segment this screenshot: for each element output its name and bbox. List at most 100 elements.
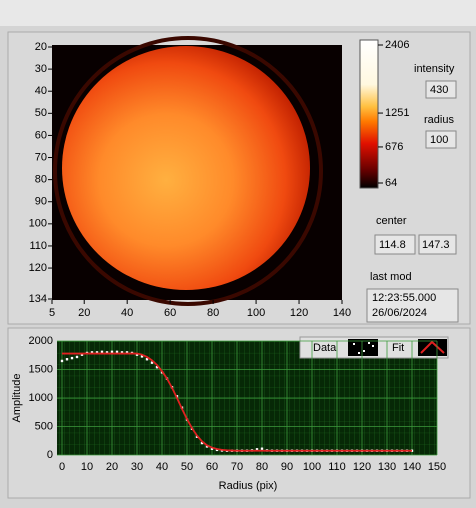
data-point (70, 356, 74, 360)
data-point (155, 366, 159, 369)
data-point (120, 351, 124, 354)
y-tick-label: 0 (47, 449, 53, 461)
colorbar-tick-label: 2406 (385, 39, 409, 51)
y-tick-label: 50 (35, 107, 47, 119)
intensity-value: 430 (430, 84, 448, 96)
x-tick-label: 100 (303, 461, 321, 473)
data-point (140, 355, 144, 358)
x-tick-label: 30 (131, 461, 143, 473)
intensity-label: intensity (414, 63, 455, 75)
data-point (95, 351, 99, 354)
y-axis-label: Amplitude (11, 374, 23, 423)
legend-icon[interactable] (418, 339, 447, 356)
data-point (115, 350, 119, 354)
data-point (80, 353, 84, 356)
last-mod-label: last mod (370, 271, 412, 283)
last-mod-box (366, 288, 459, 323)
data-point (255, 448, 259, 451)
x-tick-label: 5 (49, 307, 55, 319)
x-tick-label: 150 (428, 461, 446, 473)
data-point (75, 355, 79, 359)
y-tick-label: 40 (35, 85, 47, 97)
x-tick-label: 130 (378, 461, 396, 473)
x-tick-label: 120 (290, 307, 308, 319)
legend-label: Data (313, 342, 337, 354)
legend-label: Fit (392, 342, 404, 354)
legend-dot (368, 342, 370, 344)
x-tick-label: 110 (328, 461, 346, 473)
y-tick-label: 90 (35, 196, 47, 208)
x-tick-label: 80 (207, 307, 219, 319)
legend-icon[interactable] (348, 339, 378, 356)
y-tick-label: 110 (29, 240, 47, 252)
x-tick-label: 100 (247, 307, 265, 319)
last-mod-date: 26/06/2024 (372, 307, 427, 319)
data-point (90, 351, 94, 354)
image-ring (53, 36, 323, 306)
y-tick-label: 2000 (29, 335, 53, 347)
data-point (60, 359, 64, 363)
x-tick-label: 10 (81, 461, 93, 473)
data-point (105, 351, 109, 354)
x-axis-label: Radius (pix) (219, 480, 278, 492)
fit-line (62, 352, 412, 452)
y-tick-label: 1500 (29, 363, 53, 375)
x-tick-label: 50 (181, 461, 193, 473)
image-disk (62, 46, 310, 290)
data-point (260, 447, 264, 450)
legend-dot (353, 343, 355, 345)
x-tick-label: 140 (403, 461, 421, 473)
y-tick-label: 120 (29, 262, 47, 274)
y-tick-label: 100 (29, 218, 47, 230)
center-x: 114.8 (379, 239, 406, 251)
y-tick-label: 60 (35, 129, 47, 141)
center-y: 147.3 (422, 239, 450, 251)
x-tick-label: 40 (156, 461, 168, 473)
x-tick-label: 80 (256, 461, 268, 473)
center-x-box[interactable] (374, 234, 416, 255)
colorbar (359, 39, 379, 189)
x-tick-label: 20 (106, 461, 118, 473)
center-label: center (376, 215, 407, 227)
x-tick-label: 20 (78, 307, 90, 319)
x-tick-label: 60 (206, 461, 218, 473)
radius-box[interactable] (425, 130, 457, 149)
legend-dot (372, 345, 374, 347)
data-point (100, 350, 104, 354)
data-point (200, 441, 204, 445)
y-tick-label: 30 (35, 63, 47, 75)
data-point (135, 353, 139, 356)
data-point (125, 351, 129, 354)
y-tick-label: 1000 (29, 392, 53, 404)
radius-label: radius (424, 114, 454, 126)
x-tick-label: 60 (164, 307, 176, 319)
colorbar-tick-label: 1251 (385, 107, 409, 119)
legend-dot (363, 350, 365, 352)
y-tick-label: 80 (35, 174, 47, 186)
data-point (110, 350, 114, 354)
x-tick-label: 0 (59, 461, 65, 473)
x-tick-label: 70 (231, 461, 243, 473)
y-tick-label: 20 (35, 41, 47, 53)
x-tick-label: 90 (281, 461, 293, 473)
radius-value: 100 (430, 134, 448, 146)
intensity-box[interactable] (425, 80, 457, 99)
y-tick-label: 134 (29, 293, 47, 305)
x-tick-label: 140 (333, 307, 351, 319)
center-y-box[interactable] (418, 234, 457, 255)
data-point (210, 447, 214, 450)
data-point (145, 358, 149, 361)
last-mod-time: 12:23:55.000 (372, 292, 436, 304)
y-tick-label: 500 (35, 420, 53, 432)
plots: 5 20 40 60 80 100 120 1402030405060708090100110… (29, 39, 447, 473)
y-tick-label: 70 (35, 151, 47, 163)
data-point (205, 445, 209, 448)
x-tick-label: 120 (353, 461, 371, 473)
colorbar-tick-label: 676 (385, 141, 403, 153)
data-point (150, 361, 154, 364)
legend-line (420, 340, 445, 354)
data-point (65, 358, 69, 361)
legend-dot (358, 352, 360, 354)
top-strip (0, 0, 476, 26)
